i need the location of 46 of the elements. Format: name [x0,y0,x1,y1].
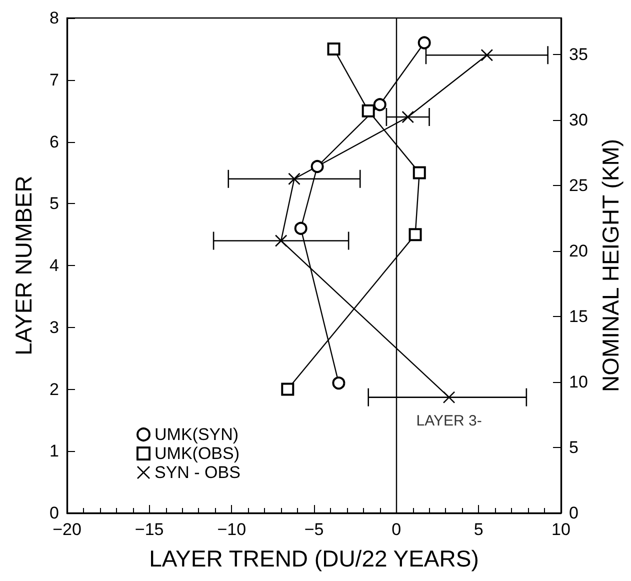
y-axis-title: LAYER NUMBER [10,176,36,356]
y2-tick-label: 5 [569,438,578,458]
point [418,36,431,50]
y2-tick-label: 30 [569,110,588,130]
x-tick-label: 10 [552,520,570,539]
point [362,104,375,118]
y-tick-label: 0 [50,504,59,522]
point [442,391,456,404]
y2-tick-label: 25 [569,176,588,196]
point [310,160,324,173]
point [402,110,414,124]
y-tick-label: 6 [50,132,59,152]
point [373,98,386,112]
y-tick-label: 4 [50,256,59,275]
y2-tick-label: 20 [569,242,588,261]
legend-label: SYN - OBS [154,463,240,482]
point [412,166,426,180]
y-tick-label: 3 [50,318,59,337]
y-tick-label: 8 [50,8,59,28]
x-tick-label: −15 [134,520,164,539]
x-tick-label: −20 [52,520,82,539]
point [294,222,308,235]
point [327,42,340,56]
y-tick-label: 2 [50,380,59,399]
y2-axis-title: NOMINAL HEIGHT (KM) [597,138,624,392]
point [332,376,346,390]
point [281,382,294,396]
legend-label: UMK(OBS) [154,444,240,463]
x-tick-label: −5 [304,520,324,539]
x-tick-label: −10 [217,520,246,539]
point [288,172,300,186]
y2-tick-label: 0 [569,504,578,522]
point [480,48,494,62]
annotation: LAYER 3- [416,412,482,430]
y2-tick-label: 15 [569,307,588,326]
point [274,234,288,247]
y2-tick-label: 35 [569,45,588,64]
x-axis-title: LAYER TREND (DU/22 YEARS) [149,546,479,572]
x-tick-label: 0 [392,520,402,539]
y-tick-label: 7 [50,70,59,90]
y-tick-label: 5 [50,194,59,214]
legend-label: UMK(SYN) [154,425,239,444]
point [408,228,422,242]
x-tick-label: 5 [474,520,484,539]
y-tick-label: 1 [50,442,59,461]
y2-tick-label: 10 [569,372,588,392]
